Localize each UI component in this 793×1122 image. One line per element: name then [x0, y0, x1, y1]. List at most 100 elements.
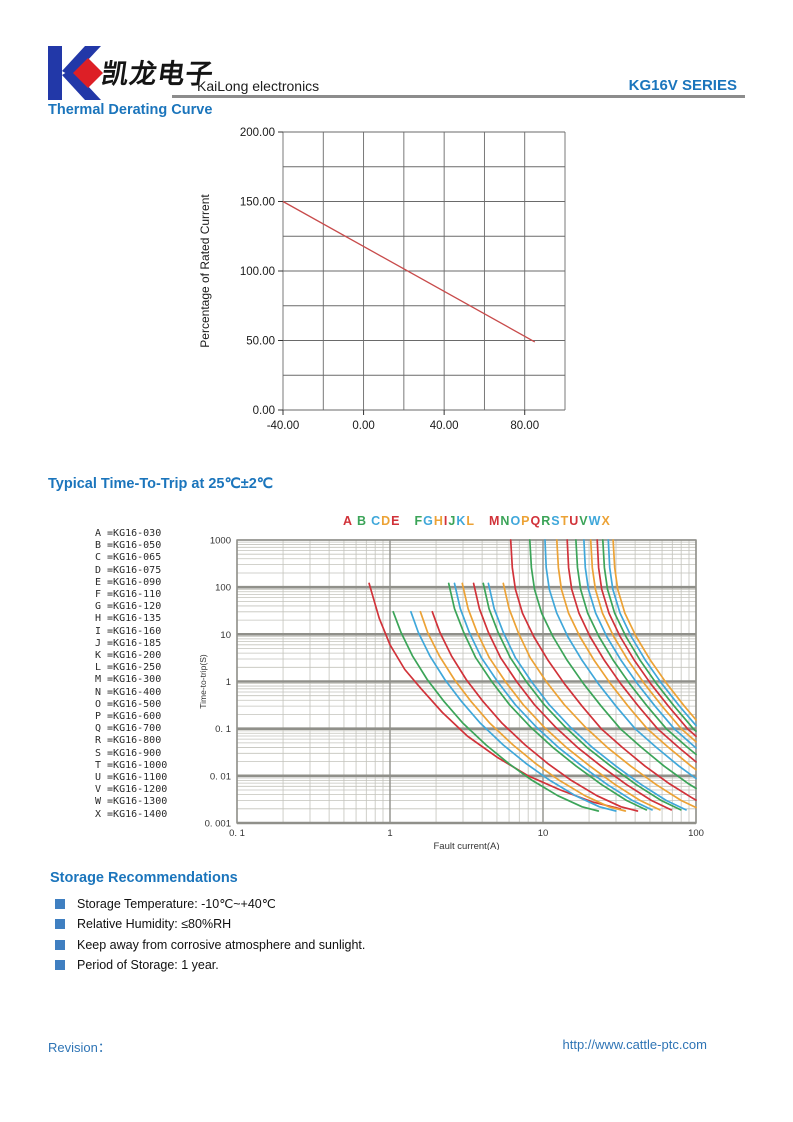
curve-letter-G: G [423, 514, 433, 528]
curve-letter-X: X [601, 514, 610, 528]
y-tick-label: 100.00 [240, 266, 275, 278]
curve-letter-T: T [560, 514, 569, 528]
curve-letter-H: H [433, 514, 443, 528]
legend-item-G: G =KG16-120 [95, 601, 162, 613]
trip-curve-R [575, 539, 697, 756]
legend-item-B: B =KG16-050 [95, 540, 162, 552]
legend-item-R: R =KG16-800 [95, 735, 162, 747]
legend-item-F: F =KG16-110 [95, 589, 162, 601]
kailong-logo [48, 46, 103, 100]
trip-curve-I [472, 582, 673, 811]
curve-letter-A: A [343, 514, 353, 528]
website-link[interactable]: http://www.cattle-ptc.com [562, 1037, 708, 1052]
legend-item-J: J =KG16-185 [95, 637, 162, 649]
legend-item-L: L =KG16-250 [95, 662, 162, 674]
storage-item-text: Storage Temperature: -10℃~+40℃ [77, 897, 276, 911]
derating-curve [282, 200, 536, 343]
legend-item-X: X =KG16-1400 [95, 808, 168, 820]
x-tick-label: 100 [688, 828, 704, 839]
logo-k-lower-arm [62, 69, 101, 100]
x-tick-label: 80.00 [510, 420, 539, 432]
series-title: KG16V SERIES [628, 77, 737, 94]
trip-curve-D [419, 610, 627, 812]
trip-curve-C [410, 610, 617, 812]
y-tick-label: 100 [215, 583, 231, 594]
storage-item-text: Keep away from corrosive atmosphere and … [77, 937, 366, 952]
curve-letter-I: I [443, 514, 448, 528]
bullet-square-icon [55, 939, 65, 950]
curve-letter-Q: Q [530, 514, 541, 528]
trip-plot-border [236, 539, 697, 824]
legend-item-U: U =KG16-1100 [95, 772, 168, 784]
legend-item-Q: Q =KG16-700 [95, 723, 162, 735]
trip-y-axis-title: Time-to-trip(S) [198, 654, 208, 709]
curve-letter-S: S [551, 514, 560, 528]
derating-y-axis-title: Percentage of Rated Current [198, 194, 212, 348]
storage-item: Relative Humidity: ≤80%RH [55, 917, 365, 931]
y-tick-label: 150.00 [240, 197, 275, 209]
bullet-square-icon [55, 898, 65, 909]
derating-chart: 0.00 50.00 100.00 150.00 200.00 -40.00 0.00 40.… [198, 127, 566, 432]
bullet-square-icon [55, 919, 65, 929]
legend-item-K: K =KG16-200 [95, 650, 162, 662]
trip-curve-G [453, 582, 653, 811]
storage-item-text: Period of Storage: 1 year. [77, 958, 219, 972]
trip-curve-Q [566, 539, 697, 763]
curve-letter-C: C [371, 514, 381, 528]
y-tick-label: 0. 01 [210, 771, 231, 782]
trip-curve-L [502, 582, 697, 809]
trip-curve-A [368, 582, 622, 810]
trip-curve-U [596, 539, 697, 738]
trip-curve-M [509, 539, 697, 801]
revision-label: Revision： [48, 1040, 111, 1055]
curve-letter-E: E [391, 514, 400, 528]
y-tick-label: 0.00 [253, 405, 275, 417]
curve-letter-L: L [466, 514, 474, 528]
y-tick-label: 10 [220, 630, 231, 641]
legend-item-A: A =KG16-030 [95, 528, 162, 539]
legend-item-O: O =KG16-500 [95, 698, 162, 710]
trip-curve-X [612, 539, 697, 721]
trip-curve-V [601, 539, 697, 732]
trip-x-axis-title: Fault current(A) [434, 841, 500, 850]
trip-section-title: Typical Time-To-Trip at 25℃±2℃ [48, 476, 274, 492]
legend-item-S: S =KG16-900 [95, 747, 162, 759]
legend-item-W: W =KG16-1300 [95, 796, 168, 808]
bullet-square-icon [55, 960, 65, 970]
trip-model-legend: A =KG16-030 B =KG16-050 C =KG16-065 D =KG16… [95, 528, 167, 821]
trip-curve-W [607, 539, 697, 727]
logo-red-diamond [73, 58, 103, 88]
curve-letter-V: V [579, 514, 588, 528]
legend-item-N: N =KG16-400 [95, 686, 162, 698]
x-tick-label: 1 [387, 828, 392, 839]
trip-curve-E [431, 610, 639, 812]
x-tick-label: 0.00 [352, 420, 374, 432]
curve-letter-P: P [521, 514, 530, 528]
legend-item-M: M =KG16-300 [95, 674, 162, 686]
legend-item-T: T =KG16-1000 [95, 759, 168, 771]
trip-curve-S [583, 539, 697, 749]
legend-item-E: E =KG16-090 [95, 576, 162, 588]
curve-letter-J: J [448, 514, 456, 528]
storage-item: Period of Storage: 1 year. [55, 958, 365, 972]
storage-section-title: Storage Recommendations [50, 870, 238, 886]
derating-section-title: Thermal Derating Curve [48, 102, 213, 118]
header-divider [172, 95, 745, 98]
trip-curve-B [392, 610, 600, 812]
curve-letter-D: D [381, 514, 391, 528]
trip-curve-O [544, 539, 697, 780]
trip-curve-K [487, 582, 687, 811]
curve-letter-M: M [488, 514, 500, 528]
trip-curve-F [447, 582, 648, 811]
y-tick-label: 200.00 [240, 127, 275, 139]
x-tick-label: 10 [538, 828, 549, 839]
curve-letter-B: B [357, 514, 367, 528]
y-tick-label: 1000 [210, 536, 231, 547]
curve-letter-N: N [500, 514, 510, 528]
storage-list: Storage Temperature: -10℃~+40℃ Relative H… [55, 897, 365, 979]
logo-k-bar [48, 46, 62, 100]
y-tick-label: 1 [226, 677, 231, 688]
legend-item-C: C =KG16-065 [95, 552, 162, 564]
